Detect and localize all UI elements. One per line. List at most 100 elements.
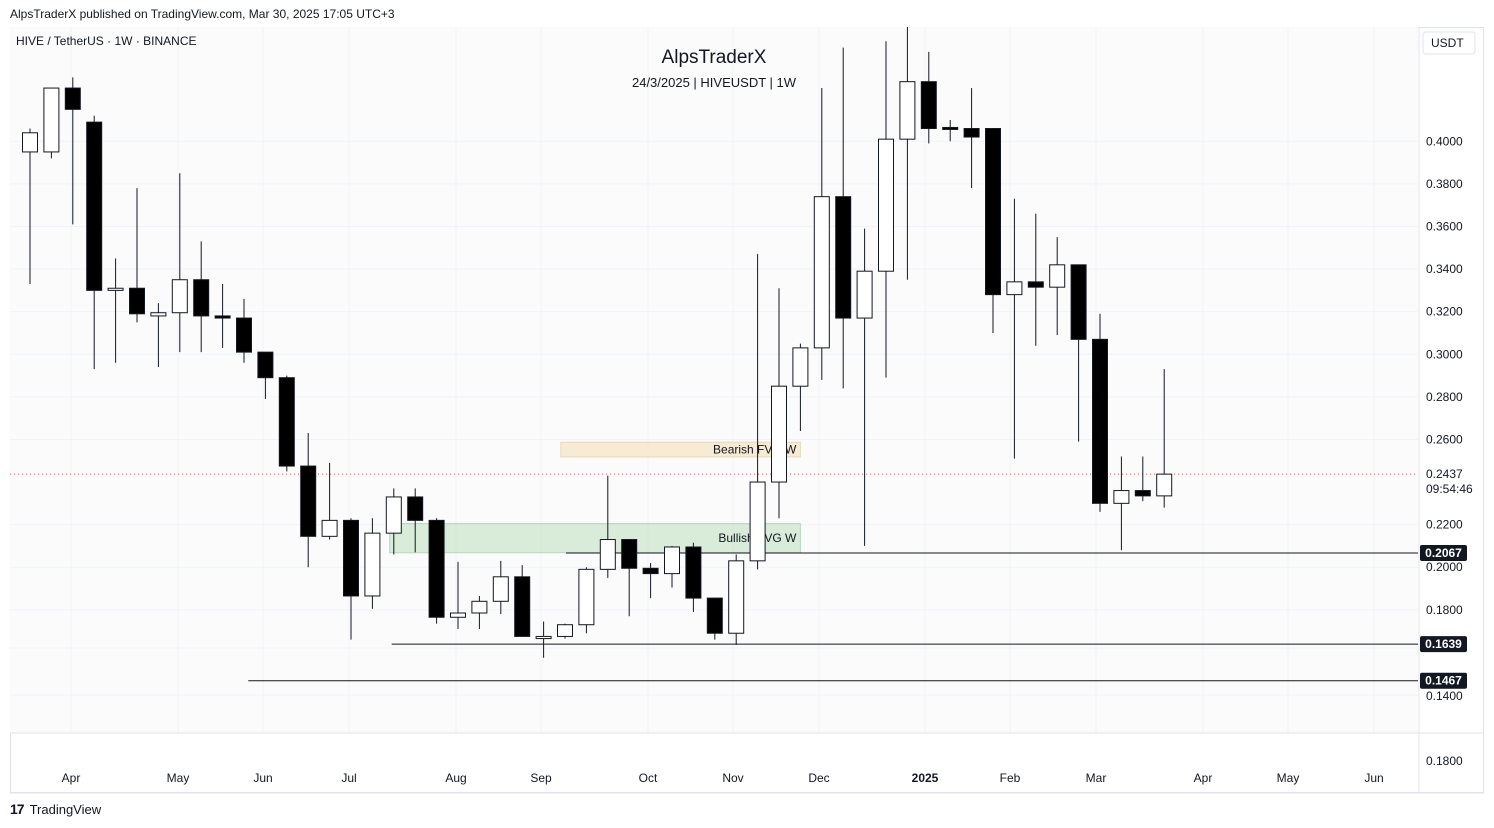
candle-body [792, 347, 809, 387]
candle-body [813, 196, 830, 349]
candle-body [535, 635, 552, 640]
symbol-line: HIVE / TetherUS · 1W · BINANCE [16, 34, 197, 48]
candle [835, 47, 852, 389]
candle [1113, 456, 1130, 551]
candle-body [450, 612, 466, 618]
x-tick-label: Jun [253, 771, 272, 785]
x-tick-label: Oct [639, 771, 658, 785]
candle [535, 621, 552, 658]
fvg-zone-0 [560, 441, 801, 458]
x-tick-label: Aug [445, 771, 466, 785]
candle-body [22, 132, 38, 153]
grid [10, 27, 1484, 734]
candle-body [664, 546, 680, 575]
candle [749, 254, 766, 570]
candle-body [300, 465, 317, 537]
candle-body [1156, 473, 1173, 497]
candle-body [599, 539, 616, 570]
candle [129, 188, 145, 323]
x-tick-label: Apr [62, 771, 81, 785]
candle [300, 433, 317, 568]
candle [856, 228, 873, 546]
candle-body [749, 481, 766, 562]
candle-body [578, 568, 595, 626]
candle-body [771, 385, 787, 483]
candle-body [1006, 281, 1023, 296]
level-tag [1420, 672, 1467, 689]
candle [813, 88, 830, 380]
candle-body [835, 196, 852, 319]
candle [728, 554, 745, 645]
y-tick-label: 0.2800 [1426, 390, 1463, 404]
footer-brand[interactable]: 17 TradingView [10, 801, 101, 817]
candle [257, 351, 274, 399]
candle-body [856, 270, 873, 319]
candle [963, 88, 980, 189]
y-tick-label: 0.3800 [1426, 177, 1463, 191]
candle [1049, 237, 1066, 336]
tradingview-logo-icon: 17 [10, 801, 25, 817]
candle [193, 241, 210, 353]
candle [107, 258, 124, 363]
candle [706, 597, 723, 640]
currency-box [1422, 31, 1476, 55]
candle [343, 518, 359, 640]
candle [642, 562, 659, 599]
candle-body [728, 560, 745, 634]
candle-body [43, 87, 60, 153]
candle-body [428, 519, 445, 618]
candle [22, 128, 38, 284]
candle-body [942, 126, 959, 130]
candle [514, 565, 531, 637]
candle-body [920, 81, 937, 130]
time-axis: Apr May Jun Jul Aug Sep Oct Nov Dec 2025 Feb Mar Apr… [10, 771, 1484, 794]
y-tick-label: 0.2600 [1426, 432, 1463, 446]
countdown-label: 09:54:46 [1426, 482, 1473, 496]
brand-name: TradingView [29, 801, 102, 817]
chart-title: AlpsTraderX [662, 47, 767, 68]
candle [985, 128, 1001, 333]
candle-body [1092, 338, 1108, 504]
y-tick-label: 0.1400 [1426, 689, 1463, 703]
candle [364, 518, 381, 609]
candle-body [963, 128, 980, 138]
candle-body [878, 138, 894, 272]
x-tick-label: 2025 [912, 771, 939, 785]
candle [428, 518, 445, 624]
x-tick-label: Dec [808, 771, 829, 785]
candle-body [193, 279, 210, 317]
candle-body [1113, 490, 1130, 504]
y-tick-label: 0.1800 [1426, 603, 1463, 617]
candle [43, 87, 60, 159]
x-tick-label: May [167, 771, 190, 785]
x-tick-label: Jun [1364, 771, 1383, 785]
candle [878, 41, 894, 378]
x-tick-label: Jul [341, 771, 356, 785]
candle [1006, 198, 1023, 459]
y-tick-label: 0.2200 [1426, 518, 1463, 532]
y-tick-label: 0.3400 [1426, 262, 1463, 276]
candle [899, 27, 916, 280]
candle-body [407, 496, 424, 521]
x-tick-label: Apr [1194, 771, 1213, 785]
candle-body [257, 351, 274, 379]
candle-body [171, 279, 188, 314]
candle [685, 542, 702, 612]
candle [1156, 369, 1173, 508]
candle-body [129, 287, 145, 315]
level-tag [1420, 636, 1467, 653]
level-tag-label: 0.1639 [1425, 637, 1462, 651]
x-tick-label: Feb [1000, 771, 1021, 785]
level-tag-label: 0.1467 [1425, 674, 1462, 688]
candle-body [1027, 281, 1044, 288]
level-tag-label: 0.2067 [1425, 546, 1462, 560]
candle-body [471, 600, 488, 614]
candle-body [86, 121, 103, 291]
candle-body [557, 624, 573, 637]
candle [278, 375, 295, 472]
currency-label: USDT [1431, 36, 1464, 50]
candle [236, 298, 252, 363]
candle-body [621, 539, 638, 569]
x-tick-label: May [1277, 771, 1300, 785]
